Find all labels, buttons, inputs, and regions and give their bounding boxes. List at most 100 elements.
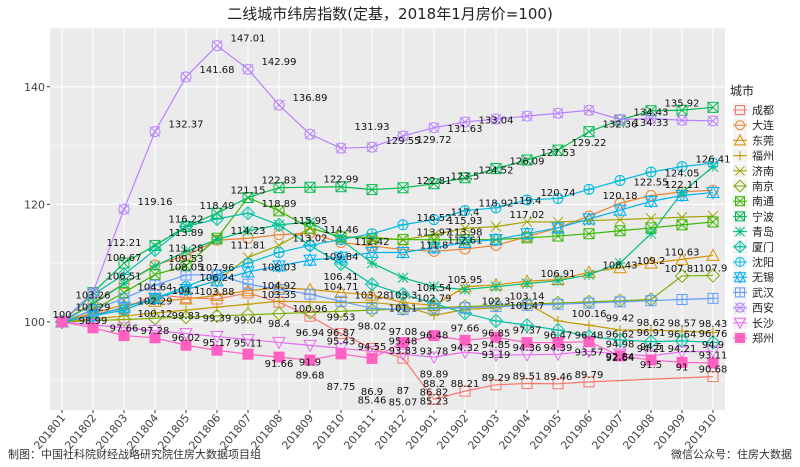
data-label: 97.66 bbox=[110, 324, 139, 335]
data-label: 122.55 bbox=[634, 177, 669, 188]
marker-series-14 bbox=[675, 346, 689, 359]
legend-marker-11-part bbox=[733, 272, 747, 284]
marker-series-15 bbox=[552, 337, 564, 349]
data-label: 111.81 bbox=[231, 240, 266, 251]
marker-series-1 bbox=[459, 243, 471, 255]
marker-series-3 bbox=[646, 325, 656, 336]
marker-series-15 bbox=[242, 348, 254, 360]
data-label: 117.4 bbox=[451, 208, 480, 219]
marker-series-7-part bbox=[366, 184, 378, 195]
data-label: 94.21 bbox=[637, 344, 666, 355]
marker-series-5-part bbox=[674, 268, 690, 284]
line-series-12 bbox=[61, 274, 714, 323]
marker-series-12 bbox=[242, 278, 254, 290]
marker-series-10 bbox=[428, 214, 440, 226]
legend-label-2: 东莞 bbox=[752, 134, 774, 147]
marker-series-14-part bbox=[179, 328, 193, 341]
marker-series-7-part bbox=[459, 172, 471, 184]
marker-series-12 bbox=[366, 302, 378, 314]
data-label: 103.26 bbox=[76, 291, 111, 302]
marker-series-2 bbox=[241, 283, 255, 297]
marker-series-0-part bbox=[521, 377, 533, 389]
marker-series-4-part bbox=[645, 213, 657, 224]
marker-series-12 bbox=[552, 298, 564, 310]
marker-series-7-part bbox=[366, 184, 378, 196]
marker-series-7-part bbox=[428, 178, 440, 190]
data-label: 120.74 bbox=[541, 188, 576, 199]
data-label: 103.14 bbox=[510, 291, 545, 302]
marker-series-14-part bbox=[520, 349, 534, 362]
marker-series-8 bbox=[211, 234, 223, 245]
x-tick-label: 201906 bbox=[558, 412, 595, 453]
marker-series-5-part bbox=[705, 268, 721, 283]
data-label: 96.47 bbox=[544, 331, 573, 342]
marker-series-7 bbox=[397, 182, 409, 194]
marker-series-9 bbox=[550, 322, 566, 338]
marker-series-4-part bbox=[707, 210, 719, 222]
data-label: 111.8 bbox=[420, 240, 449, 251]
marker-series-6-part bbox=[676, 219, 688, 231]
marker-series-13-part bbox=[304, 128, 316, 140]
legend-marker-5 bbox=[733, 179, 747, 193]
marker-series-13-part bbox=[552, 107, 564, 119]
data-label: 107.9 bbox=[699, 263, 728, 274]
marker-series-14 bbox=[210, 331, 224, 344]
marker-series-7-part bbox=[552, 144, 564, 156]
data-label: 123.5 bbox=[451, 172, 480, 183]
data-label: 102.29 bbox=[138, 296, 173, 307]
data-label: 95.48 bbox=[389, 336, 418, 347]
marker-series-10 bbox=[304, 239, 316, 251]
marker-series-13-part bbox=[614, 114, 626, 126]
data-label: 94.36 bbox=[513, 343, 542, 354]
marker-series-8-part bbox=[118, 278, 130, 289]
x-tick-label: 201811 bbox=[341, 412, 378, 453]
marker-series-11-part bbox=[706, 187, 720, 200]
data-label: 136.89 bbox=[293, 93, 328, 104]
legend-marker-3 bbox=[735, 151, 745, 161]
marker-series-8-part bbox=[397, 272, 409, 284]
marker-series-8 bbox=[552, 275, 564, 287]
legend-marker-8-part bbox=[735, 226, 745, 237]
marker-series-11-part bbox=[365, 246, 379, 260]
marker-series-7 bbox=[521, 154, 533, 166]
marker-series-4 bbox=[614, 214, 626, 225]
x-tick-label: 201901 bbox=[403, 412, 440, 453]
marker-series-15-part bbox=[459, 334, 471, 346]
legend-label-15: 郑州 bbox=[752, 331, 774, 345]
marker-series-11 bbox=[272, 258, 286, 274]
marker-series-13-part bbox=[521, 110, 533, 122]
marker-series-6-part bbox=[676, 219, 688, 231]
marker-series-10 bbox=[645, 166, 657, 178]
marker-series-13 bbox=[366, 141, 378, 153]
x-tick-label: 201805 bbox=[155, 412, 192, 453]
data-label: 85.46 bbox=[358, 395, 387, 406]
legend-marker-10 bbox=[735, 257, 745, 267]
legend-label-9: 厦门 bbox=[752, 240, 774, 254]
marker-series-5-part bbox=[147, 311, 163, 326]
marker-series-15-part bbox=[211, 344, 223, 356]
data-label: 141.68 bbox=[200, 65, 235, 76]
legend-marker-12 bbox=[735, 287, 745, 298]
marker-series-1-part bbox=[645, 189, 657, 201]
marker-series-0 bbox=[490, 379, 502, 391]
line-series-13 bbox=[61, 44, 714, 323]
marker-series-13-part bbox=[87, 286, 99, 298]
marker-series-5-part bbox=[333, 304, 349, 319]
marker-series-13 bbox=[552, 107, 564, 119]
marker-series-15-part bbox=[428, 330, 440, 342]
marker-series-9-part bbox=[271, 217, 287, 233]
data-label: 99.53 bbox=[327, 313, 356, 324]
data-label: 103.3 bbox=[389, 290, 418, 301]
marker-series-7-part bbox=[273, 182, 285, 194]
marker-series-8 bbox=[149, 260, 161, 272]
data-label: 117.02 bbox=[510, 210, 545, 221]
marker-series-14 bbox=[241, 333, 255, 347]
marker-series-13 bbox=[428, 122, 440, 134]
wechat-note: 微信公众号：住房大数据 bbox=[671, 447, 792, 461]
data-label: 96.87 bbox=[327, 328, 356, 339]
marker-series-13 bbox=[211, 40, 223, 52]
data-label: 126.41 bbox=[696, 155, 731, 166]
marker-series-6 bbox=[397, 234, 409, 246]
marker-series-14 bbox=[551, 348, 565, 362]
marker-series-7 bbox=[366, 184, 378, 196]
